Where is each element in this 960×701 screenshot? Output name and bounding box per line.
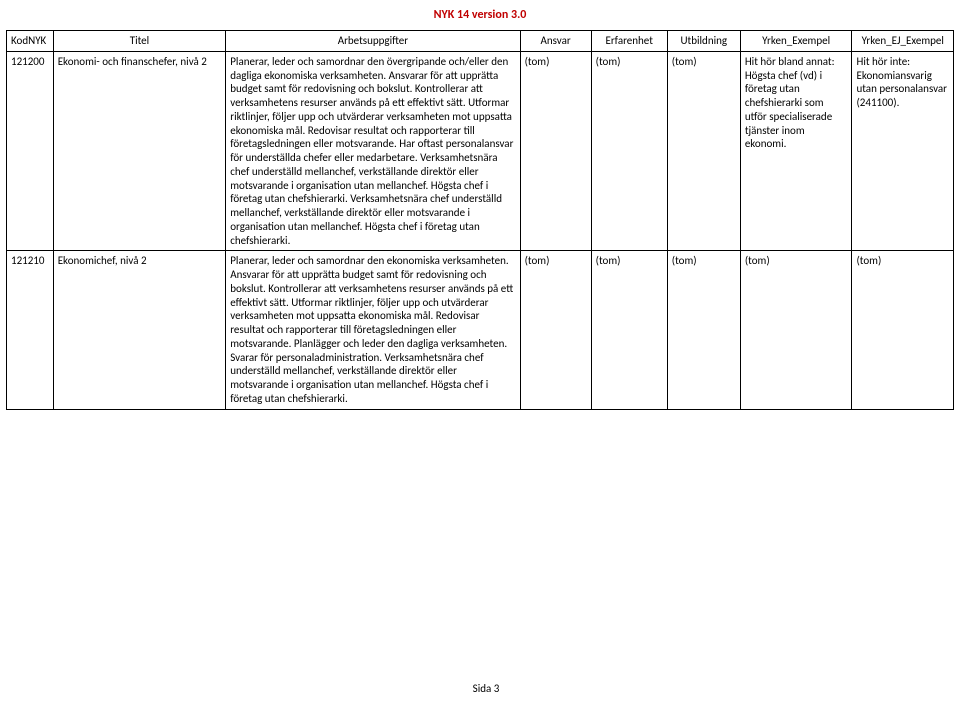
- cell-kod: 121200: [7, 51, 54, 251]
- cell-utb: (tom): [667, 251, 740, 409]
- col-header-kod: KodNYK: [7, 31, 54, 52]
- cell-erf: (tom): [591, 51, 667, 251]
- col-header-ej: Yrken_EJ_Exempel: [852, 31, 954, 52]
- table-row: 121200 Ekonomi- och finanschefer, nivå 2…: [7, 51, 954, 251]
- table-header-row: KodNYK Titel Arbetsuppgifter Ansvar Erfa…: [7, 31, 954, 52]
- cell-ansvar: (tom): [520, 51, 591, 251]
- data-table: KodNYK Titel Arbetsuppgifter Ansvar Erfa…: [6, 30, 954, 410]
- cell-titel: Ekonomichef, nivå 2: [53, 251, 226, 409]
- cell-yrk: Hit hör bland annat: Högsta chef (vd) i …: [740, 51, 852, 251]
- cell-titel: Ekonomi- och finanschefer, nivå 2: [53, 51, 226, 251]
- cell-arb: Planerar, leder och samordnar den övergr…: [226, 51, 520, 251]
- cell-kod: 121210: [7, 251, 54, 409]
- cell-ej: Hit hör inte: Ekonomiansvarig utan perso…: [852, 51, 954, 251]
- cell-arb: Planerar, leder och samordnar den ekonom…: [226, 251, 520, 409]
- col-header-ansvar: Ansvar: [520, 31, 591, 52]
- cell-utb: (tom): [667, 51, 740, 251]
- cell-ej: (tom): [852, 251, 954, 409]
- col-header-titel: Titel: [53, 31, 226, 52]
- col-header-utb: Utbildning: [667, 31, 740, 52]
- cell-erf: (tom): [591, 251, 667, 409]
- page: NYK 14 version 3.0 KodNYK Titel Arbetsup…: [0, 0, 960, 701]
- col-header-erf: Erfarenhet: [591, 31, 667, 52]
- cell-ansvar: (tom): [520, 251, 591, 409]
- document-title: NYK 14 version 3.0: [6, 8, 954, 22]
- page-footer: Sida 3: [6, 682, 960, 695]
- col-header-arb: Arbetsuppgifter: [226, 31, 520, 52]
- col-header-yrk: Yrken_Exempel: [740, 31, 852, 52]
- table-row: 121210 Ekonomichef, nivå 2 Planerar, led…: [7, 251, 954, 409]
- cell-yrk: (tom): [740, 251, 852, 409]
